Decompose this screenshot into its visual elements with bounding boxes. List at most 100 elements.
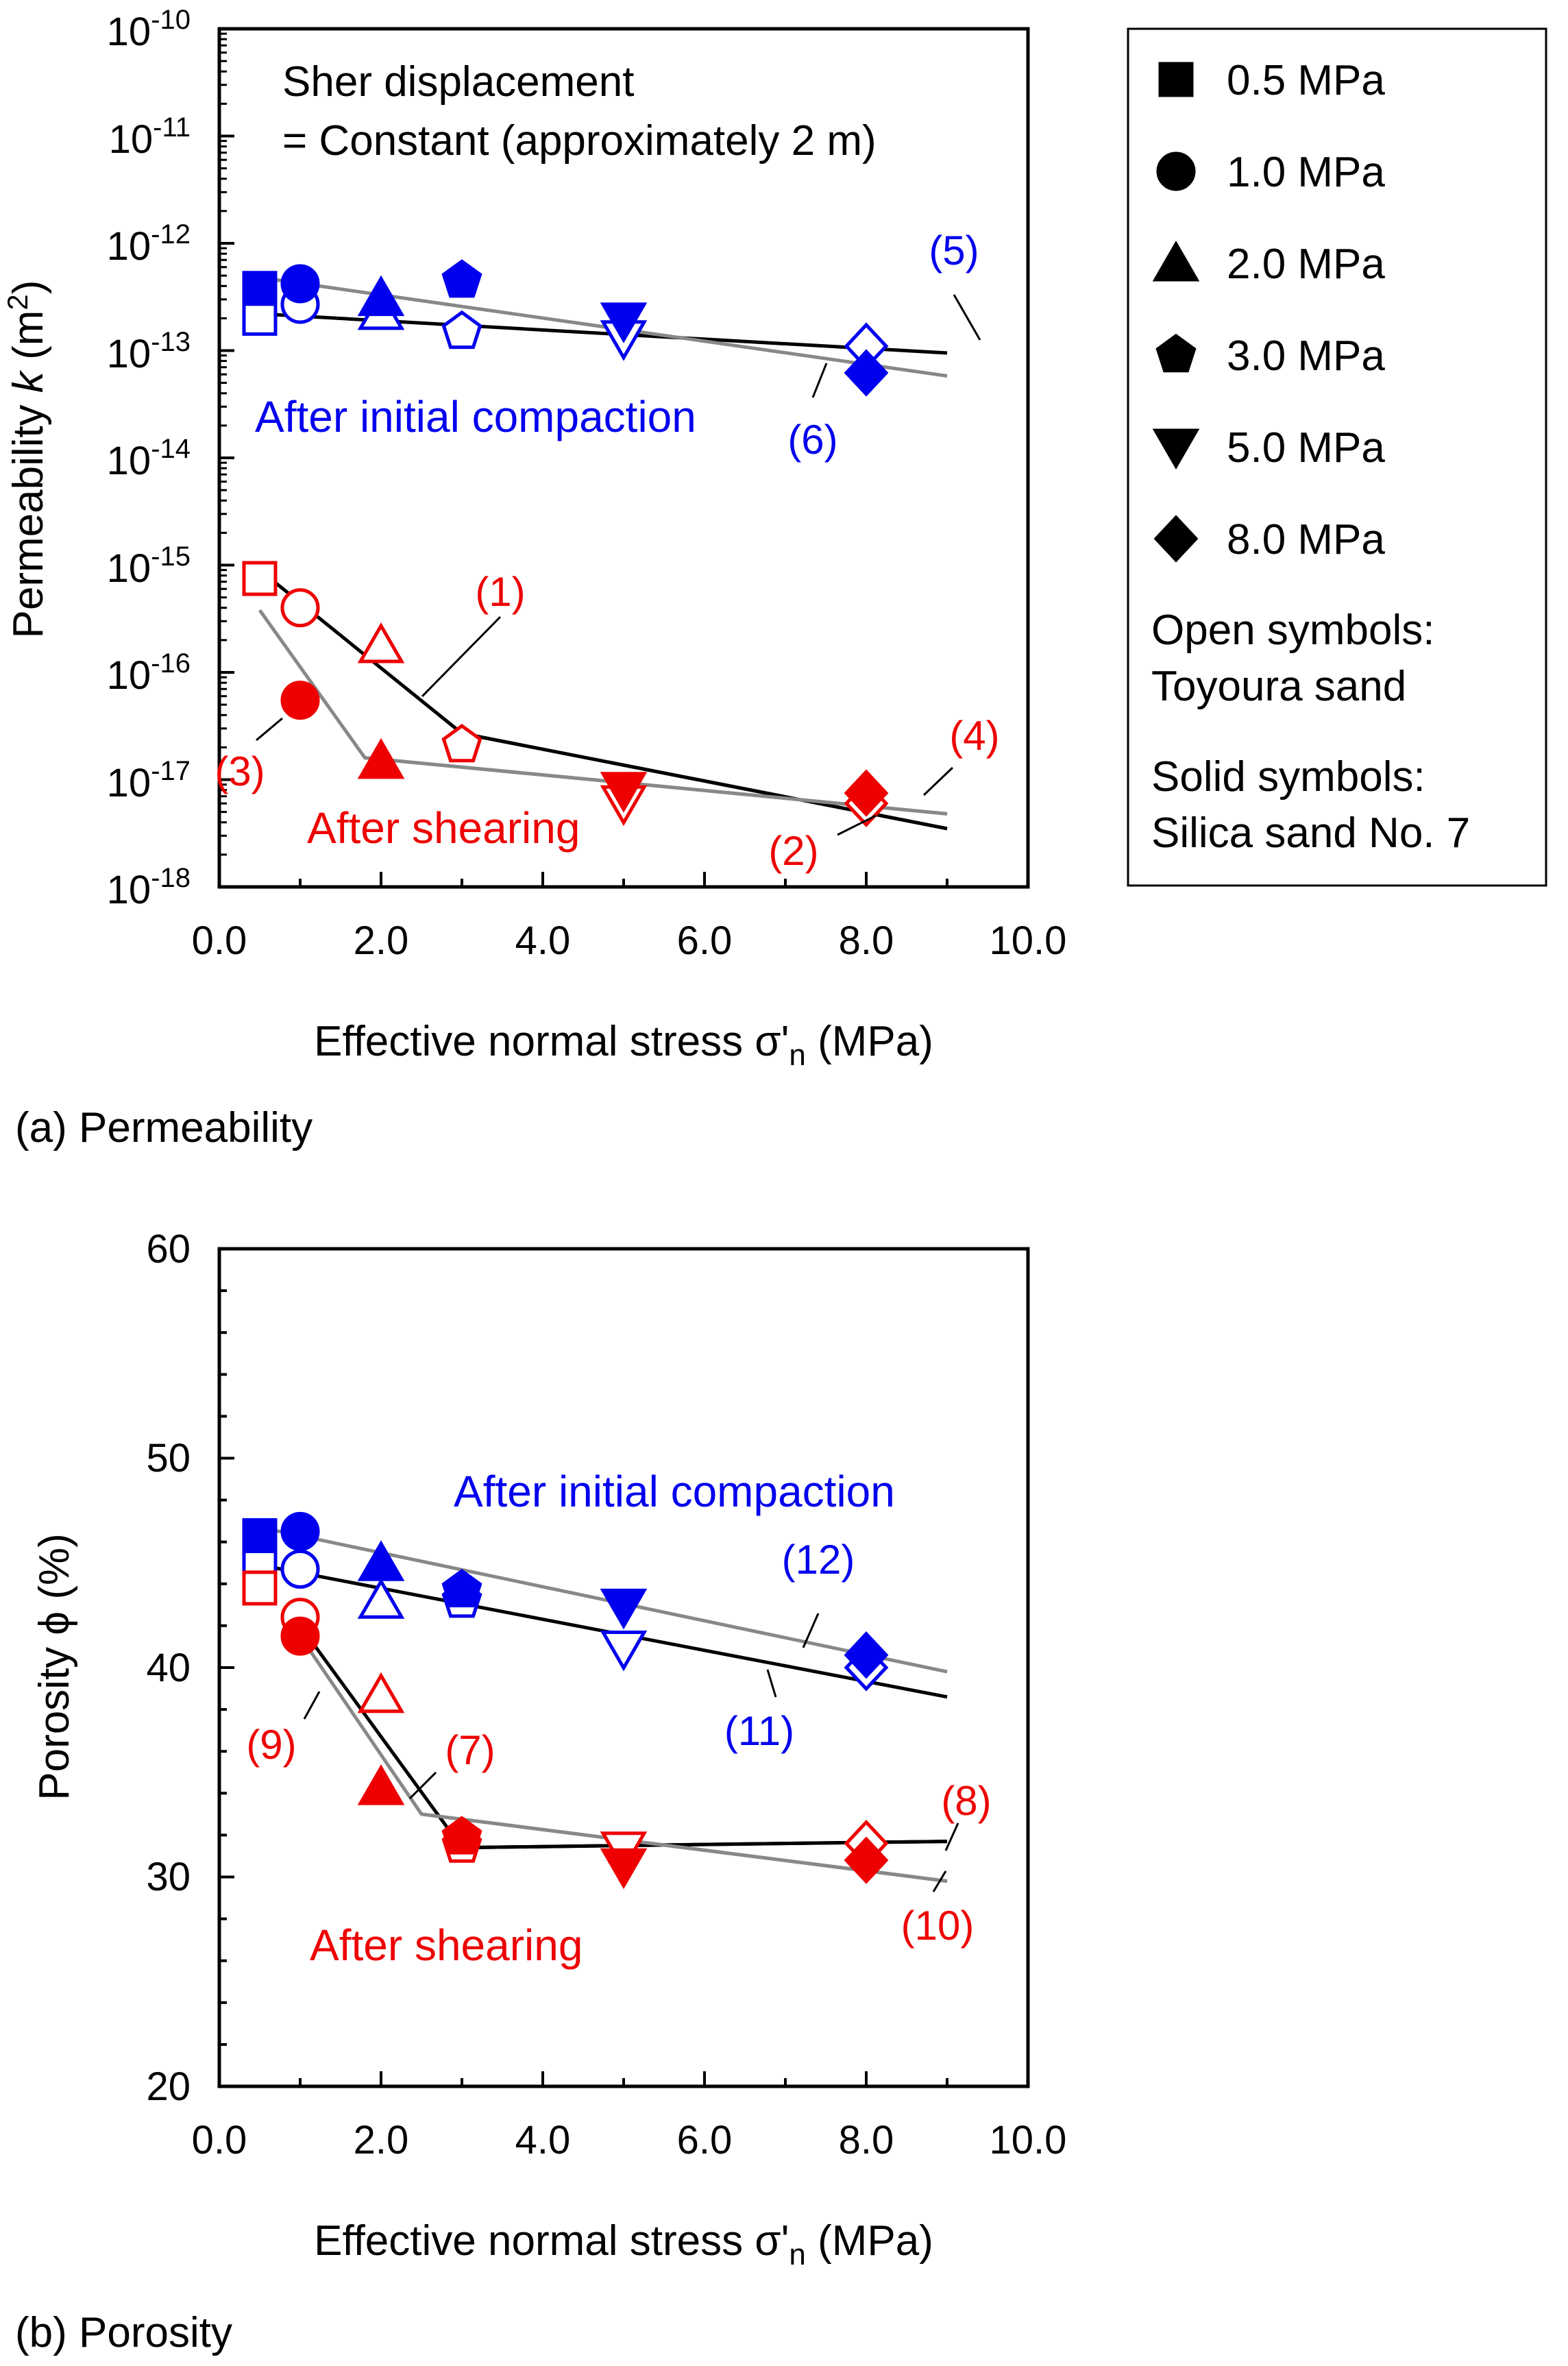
y-tick-label: 10-14 [107, 434, 191, 483]
porosity-chart: 20 30 40 50 60 0.0 2.0 4.0 6.0 8.0 10.0 … [31, 1227, 1066, 2271]
fit-label-10: (10) [901, 1903, 975, 1949]
permeability-chart: 10-10 10-11 10-12 10-13 10-14 10-15 10-1… [1, 5, 1066, 1072]
shear-displacement-note: = Constant (approximately 2 m) [282, 117, 877, 164]
annotation-after-shearing: After shearing [307, 803, 580, 853]
legend-label: 8.0 MPa [1227, 516, 1385, 563]
x-tick-label: 6.0 [677, 2118, 733, 2162]
fit-label-3: (3) [215, 748, 265, 794]
legend-label: 2.0 MPa [1227, 241, 1385, 288]
leader-line [837, 814, 877, 836]
solid-triangle-up-point [357, 1540, 405, 1581]
solid-circle-point [280, 1616, 320, 1656]
solid-square-point [242, 271, 278, 306]
y-tick-label: 20 [146, 2064, 191, 2109]
legend-solid-title: Solid symbols: [1151, 753, 1425, 801]
legend-label: 0.5 MPa [1227, 57, 1385, 104]
legend: 0.5 MPa 1.0 MPa 2.0 MPa 3.0 MPa 5.0 MPa … [1127, 27, 1547, 887]
legend-label: 1.0 MPa [1227, 149, 1385, 196]
open-square-point [242, 300, 278, 336]
solid-diamond-point [844, 1836, 889, 1884]
y-tick-label: 10-12 [107, 219, 191, 269]
open-triangle-down-point [600, 1631, 648, 1672]
y-tick-label: 50 [146, 1436, 191, 1480]
x-tick-label: 10.0 [990, 2118, 1067, 2162]
x-tick-label: 2.0 [354, 918, 409, 963]
y-tick-label: 60 [146, 1227, 191, 1271]
legend-open-desc: Toyoura sand [1151, 663, 1406, 710]
solid-diamond-point [844, 1631, 889, 1679]
leader-line [256, 717, 283, 742]
open-triangle-up-point [357, 622, 405, 663]
solid-triangle-down-point [600, 1588, 648, 1630]
y-tick-label: 10-15 [107, 541, 191, 591]
open-square-point [242, 561, 278, 596]
open-circle-point [280, 588, 320, 628]
fit-label-5: (5) [929, 228, 979, 273]
legend-frame [1127, 27, 1547, 887]
fit-label-9: (9) [246, 1722, 296, 1768]
x-tick-label: 8.0 [839, 918, 894, 963]
y-tick-label: 30 [146, 1855, 191, 1899]
x-tick-label: 10.0 [990, 918, 1067, 963]
legend-diamond-icon [1153, 515, 1199, 563]
shear-displacement-note: Sher displacement [282, 58, 635, 106]
x-tick-label: 0.0 [192, 918, 247, 963]
fit-line-5 [259, 312, 948, 355]
y-tick-label: 10-11 [109, 112, 191, 162]
legend-pentagon-icon [1155, 333, 1197, 373]
annotation-after-shearing: After shearing [310, 1920, 583, 1970]
solid-square-point [242, 1518, 278, 1554]
x-tick-label: 0.0 [192, 2118, 247, 2162]
open-pentagon-point [441, 310, 482, 350]
x-tick-label: 8.0 [839, 2118, 894, 2162]
leader-line [944, 1822, 959, 1851]
legend-square-icon [1158, 62, 1194, 97]
fit-label-1: (1) [475, 569, 525, 615]
solid-circle-point [280, 264, 320, 304]
panel-b-caption: (b) Porosity [15, 2309, 232, 2356]
annotation-after-initial-compaction: After initial compaction [255, 392, 696, 441]
leader-line [953, 294, 981, 341]
fit-line-12 [259, 1525, 948, 1674]
solid-pentagon-point [441, 259, 482, 298]
solid-triangle-up-point [357, 737, 405, 779]
legend-solid-desc: Silica sand No. 7 [1151, 809, 1470, 857]
panel-a-caption: (a) Permeability [15, 1104, 313, 1151]
y-tick-label: 40 [146, 1646, 191, 1690]
x-axis-label: Effective normal stress σ'n (MPa) [314, 1018, 933, 1072]
y-tick-label: 10-13 [107, 327, 191, 376]
y-axis-label: Porosity ϕ (%) [31, 1533, 78, 1801]
fit-label-11: (11) [724, 1708, 794, 1754]
x-tick-label: 4.0 [515, 2118, 571, 2162]
legend-open-title: Open symbols: [1151, 607, 1435, 654]
x-tick-label: 2.0 [354, 2118, 409, 2162]
leader-line [421, 615, 502, 698]
solid-circle-point [280, 681, 320, 720]
fit-label-7: (7) [445, 1727, 495, 1773]
open-circle-point [280, 1549, 320, 1589]
solid-circle-point [280, 1511, 320, 1551]
fit-label-8: (8) [941, 1778, 991, 1824]
y-tick-label: 10-16 [107, 648, 191, 698]
x-tick-label: 6.0 [677, 918, 733, 963]
legend-label: 3.0 MPa [1227, 332, 1385, 380]
leader-line [766, 1669, 777, 1698]
open-triangle-up-point [357, 1672, 405, 1713]
y-tick-label: 10-10 [107, 5, 191, 54]
solid-diamond-point [844, 769, 889, 817]
legend-triangle-up-icon [1152, 240, 1200, 282]
solid-diamond-point [844, 349, 889, 397]
solid-triangle-up-point [357, 1764, 405, 1805]
x-tick-label: 4.0 [515, 918, 571, 963]
leader-line [408, 1771, 437, 1800]
solid-triangle-down-point [600, 1848, 648, 1890]
solid-triangle-down-point [600, 302, 648, 343]
x-axis-label: Effective normal stress σ'n (MPa) [314, 2217, 933, 2271]
legend-label: 5.0 MPa [1227, 424, 1385, 472]
fit-label-12: (12) [782, 1537, 855, 1583]
open-square-point [242, 1570, 278, 1606]
y-tick-label: 10-17 [107, 756, 191, 805]
leader-line [802, 1613, 820, 1648]
leader-line [811, 363, 828, 398]
